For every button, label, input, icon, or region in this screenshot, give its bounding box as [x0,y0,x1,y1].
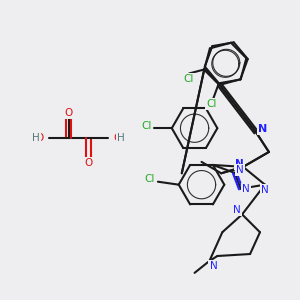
Text: N: N [235,159,244,169]
Text: N: N [236,165,244,175]
Text: Cl: Cl [184,74,194,85]
Text: O: O [36,133,44,143]
Text: O: O [113,133,122,143]
Text: N: N [233,206,241,215]
Text: Cl: Cl [206,99,217,109]
Text: N: N [261,184,269,195]
Text: N: N [242,184,250,194]
Text: Cl: Cl [142,121,152,131]
Text: N: N [209,261,217,271]
Text: Cl: Cl [145,174,155,184]
Text: N: N [258,124,268,134]
Text: O: O [64,108,73,118]
Text: O: O [84,158,93,168]
Text: H: H [32,133,40,143]
Text: H: H [117,133,125,143]
